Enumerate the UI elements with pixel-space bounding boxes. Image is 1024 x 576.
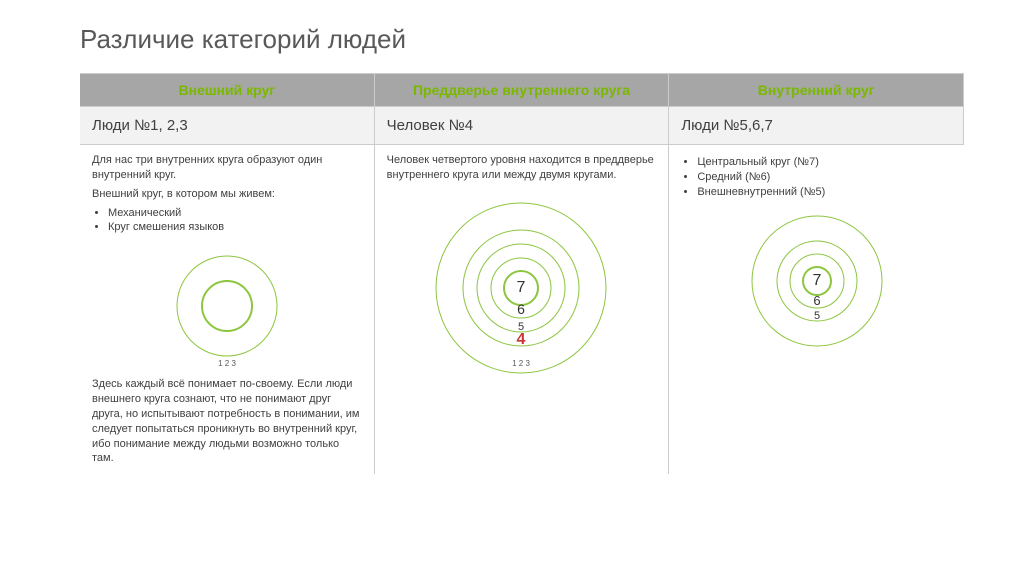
slide-title: Различие категорий людей: [80, 24, 964, 55]
svg-text:7: 7: [812, 272, 821, 289]
comparison-table: Внешний круг Преддверье внутреннего круг…: [80, 73, 964, 474]
bullet-list: Центральный круг (№7)Средний (№6)Внешнев…: [681, 155, 952, 200]
list-item: Круг смешения языков: [108, 220, 362, 235]
circles-diagram: 76541 2 3: [421, 193, 621, 383]
col-body-3: Центральный круг (№7)Средний (№6)Внешнев…: [669, 145, 964, 474]
col-subhead-3: Люди №5,6,7: [669, 107, 964, 145]
bullet-list: МеханическийКруг смешения языков: [92, 206, 362, 236]
svg-text:6: 6: [518, 301, 526, 317]
list-item: Внешневнутренний (№5): [697, 185, 952, 200]
svg-text:4: 4: [517, 331, 526, 348]
list-item: Центральный круг (№7): [697, 155, 952, 170]
svg-text:1 2 3: 1 2 3: [218, 359, 236, 368]
col-body-1: Для нас три внутренних круга образуют од…: [80, 145, 375, 474]
list-item: Средний (№6): [697, 170, 952, 185]
col-header-1: Внешний круг: [80, 74, 375, 107]
svg-text:6: 6: [813, 293, 820, 308]
svg-text:5: 5: [814, 310, 820, 322]
svg-text:1 2 3: 1 2 3: [513, 359, 531, 368]
list-item: Механический: [108, 206, 362, 221]
col-subhead-2: Человек №4: [375, 107, 670, 145]
col-header-2: Преддверье внутреннего круга: [375, 74, 670, 107]
circles-diagram: 1 2 3: [157, 241, 297, 371]
col-body-2: Человек четвертого уровня находится в пр…: [375, 145, 670, 474]
body-text: Человек четвертого уровня находится в пр…: [387, 153, 657, 183]
body-text: Для нас три внутренних круга образуют од…: [92, 153, 362, 183]
body-text: Здесь каждый всё понимает по-своему. Есл…: [92, 377, 362, 466]
svg-text:7: 7: [517, 279, 526, 296]
col-subhead-1: Люди №1, 2,3: [80, 107, 375, 145]
circles-diagram: 7 6 5: [737, 206, 897, 356]
col-header-3: Внутренний круг: [669, 74, 964, 107]
body-text: Внешний круг, в котором мы живем:: [92, 187, 362, 202]
